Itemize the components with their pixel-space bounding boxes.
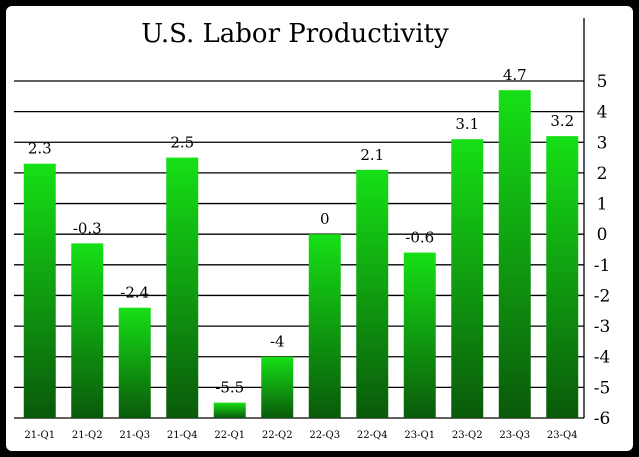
y-tick-label: -6 — [594, 409, 611, 429]
bar-22-q1 — [213, 402, 246, 418]
bar-23-q2 — [451, 139, 484, 418]
data-label: 3.1 — [455, 115, 479, 133]
x-tick-label: 21-Q2 — [72, 430, 103, 441]
bar-21-q1 — [23, 163, 56, 418]
x-tick-label: 21-Q4 — [167, 430, 198, 441]
y-tick-label: -5 — [594, 378, 611, 398]
y-tick-label: -3 — [594, 317, 611, 337]
data-label: 2.3 — [28, 140, 52, 158]
chart-title: U.S. Labor Productivity — [141, 19, 449, 49]
data-label: -2.4 — [120, 284, 149, 302]
x-tick-label: 21-Q3 — [119, 430, 150, 441]
data-label: 2.1 — [360, 146, 384, 164]
x-tick-label: 22-Q1 — [214, 430, 245, 441]
y-tick-label: -4 — [594, 348, 611, 368]
y-tick-label: -2 — [594, 286, 611, 306]
bar-21-q4 — [166, 157, 199, 418]
bar-22-q4 — [356, 169, 389, 418]
data-label: 4.7 — [503, 66, 527, 84]
bar-23-q1 — [403, 252, 436, 418]
bar-23-q4 — [546, 136, 579, 419]
y-tick-label: 1 — [597, 195, 608, 215]
data-label: -4 — [270, 333, 285, 351]
x-tick-label: 23-Q1 — [404, 430, 435, 441]
x-tick-label: 23-Q3 — [499, 430, 530, 441]
y-tick-label: -1 — [594, 256, 611, 276]
bar-22-q2 — [261, 356, 294, 418]
bar-21-q3 — [118, 307, 151, 418]
data-label: 2.5 — [170, 134, 194, 152]
y-tick-label: 5 — [597, 72, 608, 92]
bar-22-q3 — [308, 234, 341, 418]
bar-21-q2 — [71, 243, 104, 418]
y-tick-label: 4 — [597, 103, 608, 123]
bar-chart: U.S. Labor Productivity 5 4 3 2 1 0 -1 -2 -3 -4 -5… — [14, 18, 611, 441]
x-tick-label: 22-Q3 — [309, 430, 340, 441]
data-label: -0.6 — [405, 229, 434, 247]
y-tick-label: 2 — [597, 164, 608, 184]
data-label: 3.2 — [550, 112, 574, 130]
x-tick-label: 23-Q4 — [547, 430, 578, 441]
bar-23-q3 — [498, 90, 531, 418]
chart-frame: U.S. Labor Productivity 5 4 3 2 1 0 -1 -2 -3 -4 -5… — [6, 6, 633, 451]
y-tick-label: 3 — [597, 133, 608, 153]
data-label: -5.5 — [215, 379, 244, 397]
x-tick-label: 23-Q2 — [452, 430, 483, 441]
x-tick-label: 21-Q1 — [24, 430, 55, 441]
x-tick-label: 22-Q4 — [357, 430, 388, 441]
data-label: -0.3 — [73, 219, 102, 237]
x-tick-label: 22-Q2 — [262, 430, 293, 441]
data-label: 0 — [320, 210, 330, 228]
y-tick-label: 0 — [597, 225, 608, 245]
